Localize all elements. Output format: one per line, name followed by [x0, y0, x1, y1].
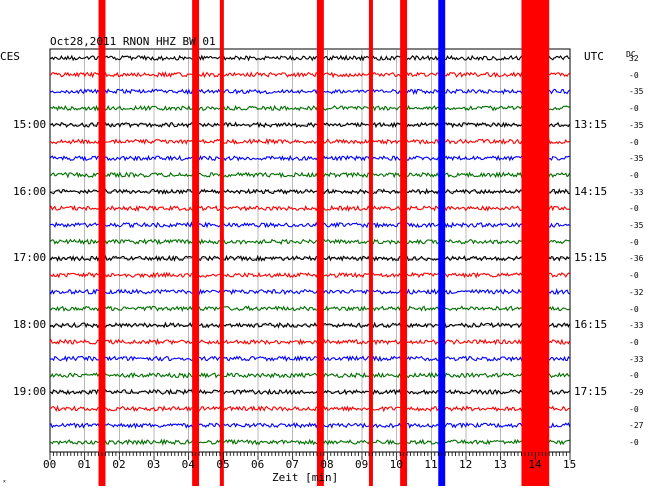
trace-line — [49, 54, 570, 62]
x-tick-label: 00 — [43, 458, 57, 471]
right-hour-label: 16:15 — [574, 318, 608, 332]
trace-line — [49, 321, 571, 329]
right-hour-label: 13:15 — [574, 117, 608, 131]
trace-line — [49, 187, 570, 195]
dc-offset-label: -0 — [629, 337, 639, 347]
right-hour-label: 17:15 — [574, 385, 608, 398]
dc-offset-label: -33 — [629, 321, 644, 331]
dc-offset-label: -0 — [629, 70, 639, 80]
right-hour-label: 15:15 — [574, 251, 608, 265]
dc-offset-label: 32 — [629, 54, 639, 63]
x-tick-label: 03 — [147, 458, 161, 471]
dc-offset-label: -27 — [629, 421, 644, 431]
trace-line — [49, 421, 571, 430]
dc-offset-label: -0 — [629, 404, 639, 414]
dc-offset-label: -35 — [629, 221, 644, 230]
trace-line — [49, 338, 571, 346]
left-hour-label: 16:00 — [13, 184, 47, 198]
red-event-band — [521, 0, 550, 486]
x-tick-label: 09 — [355, 458, 369, 471]
x-tick-label: 06 — [251, 458, 265, 471]
dc-offset-label: -0 — [629, 204, 639, 214]
trace-line — [49, 154, 570, 162]
chart-title: Oct28,2011 RNON HHZ BW 01 — [50, 35, 216, 48]
x-tick-label: 13 — [493, 458, 507, 471]
left-hour-label: 15:00 — [13, 117, 47, 131]
dc-offset-label: -35 — [629, 120, 644, 130]
x-tick-label: 05 — [216, 458, 230, 471]
red-event-band — [316, 0, 324, 486]
x-tick-label: 01 — [77, 458, 91, 471]
trace-line — [49, 404, 570, 413]
dc-offset-label: -0 — [629, 304, 639, 314]
left-hour-label: 19:00 — [13, 385, 47, 398]
trace-line — [49, 271, 570, 279]
x-tick-label: 02 — [112, 458, 126, 471]
red-event-band — [368, 0, 373, 486]
trace-line — [49, 221, 571, 229]
trace-line — [49, 204, 570, 213]
trace-line — [49, 171, 571, 179]
dc-offset-label: -33 — [629, 187, 644, 197]
red-event-band — [219, 0, 224, 486]
red-event-band — [98, 0, 106, 486]
dc-offset-label: -29 — [629, 388, 644, 397]
x-tick-label: 11 — [424, 458, 438, 471]
dc-label: DC — [626, 50, 636, 59]
trace-line — [49, 121, 571, 129]
dc-offset-label: -0 — [629, 104, 639, 114]
dc-offset-label: -33 — [629, 354, 644, 364]
dc-offset-label: -36 — [629, 254, 644, 264]
event-bands — [98, 0, 550, 486]
right-hour-label: 14:15 — [574, 184, 608, 198]
dc-offset-label: -35 — [629, 154, 644, 164]
dc-offset-label: -35 — [629, 87, 644, 97]
x-tick-label: 12 — [459, 458, 473, 471]
trace-line — [49, 371, 570, 379]
left-hour-label: 18:00 — [13, 318, 47, 332]
red-event-band — [400, 0, 408, 486]
trace-line — [49, 254, 570, 262]
left-hour-label: 17:00 — [13, 251, 47, 265]
plot-grid — [49, 48, 571, 453]
dc-offset-label: -0 — [629, 170, 639, 180]
x-tick-label: 07 — [285, 458, 299, 471]
red-event-band — [192, 0, 200, 486]
trace-line — [49, 87, 571, 96]
trace-line — [49, 104, 570, 112]
trace-line — [49, 305, 570, 313]
plot-frame — [49, 48, 571, 453]
x-tick-label: 14 — [528, 458, 542, 471]
trace-line — [49, 438, 570, 447]
trace-line — [49, 388, 571, 396]
x-axis-ticks — [49, 452, 571, 460]
dc-offset-label: -0 — [629, 137, 639, 147]
right-axis-title: UTC — [584, 50, 604, 63]
x-tick-label: 08 — [320, 458, 334, 471]
corner-mark: ˣ — [2, 478, 7, 487]
x-tick-label: 15 — [563, 458, 577, 471]
dc-offset-label: -0 — [629, 271, 639, 281]
dc-offset-label: -0 — [629, 371, 639, 381]
trace-line — [49, 137, 570, 146]
trace-line — [49, 238, 570, 246]
seismic-traces — [49, 54, 571, 447]
blue-event-band — [438, 0, 446, 486]
dc-offset-label: -32 — [629, 287, 644, 297]
trace-line — [49, 288, 570, 296]
left-axis-title: CES — [0, 50, 20, 63]
trace-line — [49, 70, 570, 79]
x-axis-title: Zeit [min] — [272, 471, 339, 484]
dc-offset-label: -0 — [629, 438, 639, 448]
x-tick-label: 10 — [389, 458, 403, 471]
x-tick-label: 04 — [181, 458, 195, 471]
trace-line — [49, 355, 571, 363]
dc-offset-label: -0 — [629, 237, 639, 247]
